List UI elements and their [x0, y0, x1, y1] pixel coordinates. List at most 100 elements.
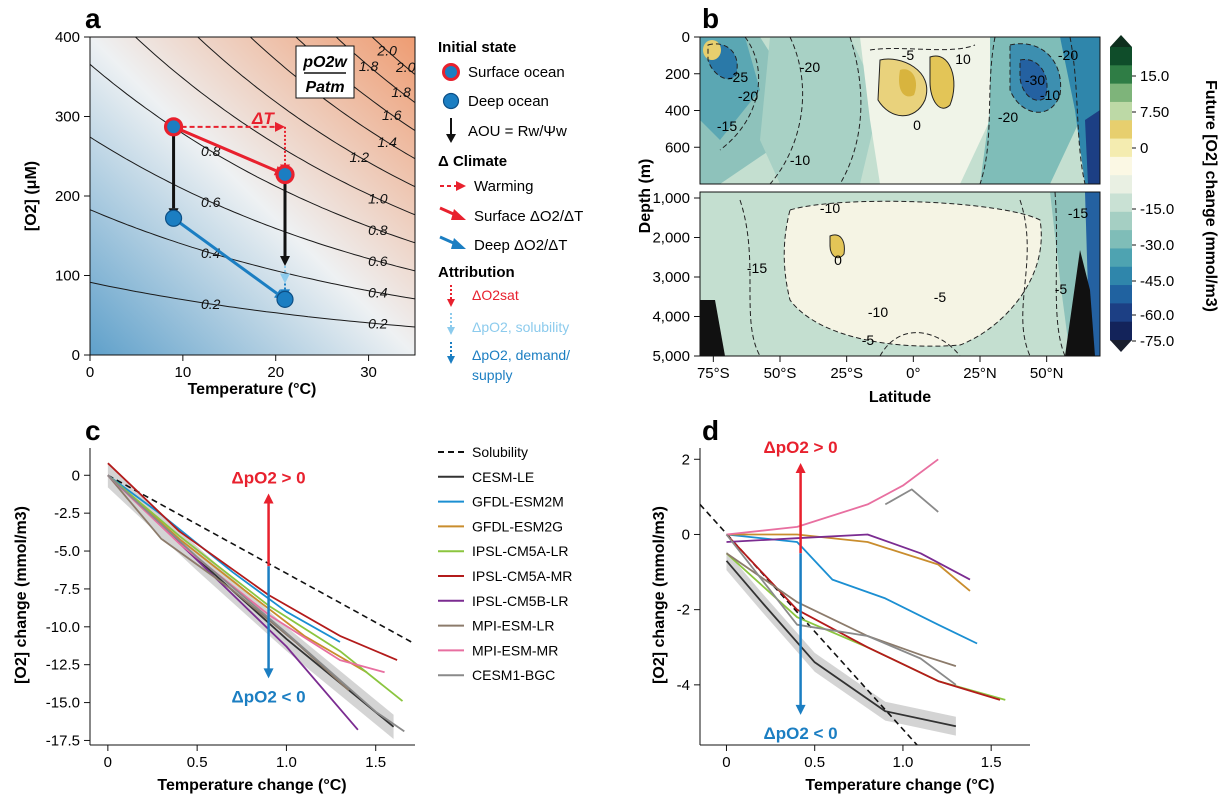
colorbar-swatch-3 [1110, 101, 1132, 121]
panel-c-label: c [85, 415, 101, 446]
panel-c-ytick-label-7: -17.5 [46, 732, 80, 749]
legend-label-gfdl-esm2m: GFDL-ESM2M [472, 494, 564, 510]
colorbar-swatch-6 [1110, 156, 1132, 176]
legend-label-mpi-esm-mr: MPI-ESM-MR [472, 642, 558, 658]
panel-c-ytick-label-6: -15.0 [46, 695, 80, 712]
panel-a-contours [90, 37, 415, 328]
contour-line-6 [249, 37, 415, 160]
colorbar-tick-label-2: 0 [1140, 140, 1148, 157]
colorbar-bottom-cap [1110, 340, 1132, 352]
panel-a-ytick-label-0: 0 [72, 347, 80, 364]
contour-label-left-3: 0.8 [201, 143, 221, 159]
contour-label-right-0: 0.2 [368, 316, 388, 332]
panel-c-xlabel: Temperature change (°C) [157, 777, 346, 794]
panel-c-xtick-label-3: 1.5 [365, 754, 386, 771]
panel-c-series-mpi-esm-lr [107, 474, 350, 692]
panel-b-colorbar: 15.0 7.50 0 -15.0 -30.0 -45.0 -60.0 -75.0 [1110, 35, 1174, 352]
panel-c-series-solubility [107, 474, 412, 643]
panel-d-series-cesm1-bgc-2 [884, 488, 939, 513]
colorbar-swatch-7 [1110, 175, 1132, 194]
contour-label-left-8: 1.8 [359, 58, 379, 74]
panel-c-arrows: ΔpO2 > 0 ΔpO2 < 0 [232, 468, 306, 706]
panel-b-upper-contour-label-6: 0 [913, 117, 921, 133]
arrow-head-aou-warm [280, 255, 290, 266]
panel-a-xtick-label-3: 30 [360, 364, 377, 381]
panel-a-legend: Initial state Surface ocean Deep ocean A… [438, 39, 583, 383]
contour-line-1 [90, 209, 415, 300]
legend-deep-label: Deep ocean [468, 93, 549, 110]
panel-c-ytick-label-4: -10.0 [46, 619, 80, 636]
panel-a-background [90, 37, 415, 355]
colorbar-swatch-9 [1110, 211, 1132, 231]
panel-b-lower-field [700, 192, 1100, 356]
panel-b-upper-contour-label-10: -30 [1025, 72, 1045, 88]
legend-demand-arrow [447, 356, 455, 364]
colorbar-swatch-8 [1110, 193, 1132, 213]
panel-c-xtick-label-0: 0 [104, 754, 112, 771]
panel-b-upper-contour-label-2: -20 [738, 88, 758, 104]
colorbar-swatch-12 [1110, 266, 1132, 286]
panel-c-arrow-up-label: ΔpO2 > 0 [232, 468, 306, 487]
panel-b-upper-contour-label-5: -5 [902, 47, 915, 63]
panel-c-xtick-label-2: 1.0 [276, 754, 297, 771]
panel-b-upper-contour-label-1: -20 [800, 59, 820, 75]
arrow-head-warming [275, 121, 285, 132]
colorbar-swatch-13 [1110, 285, 1132, 304]
panel-c-series-cesm1-bgc [107, 474, 405, 733]
legend-label-mpi-esm-lr: MPI-ESM-LR [472, 618, 554, 634]
point-surface-warm [275, 164, 295, 185]
ratio-numerator: pO2w [302, 54, 348, 71]
panel-d-arrows: ΔpO2 > 0 ΔpO2 < 0 [764, 438, 838, 743]
panel-b-lower-contour-label-2: 0 [834, 252, 842, 268]
colorbar-swatch-10 [1110, 230, 1132, 249]
legend-warming-label: Warming [474, 178, 533, 195]
panel-b-upper-contour-label-7: 10 [955, 51, 971, 67]
panel-c-legend: Solubility CESM-LE GFDL-ESM2M GFDL-ESM2G IPS… [438, 444, 572, 683]
panel-c-ytick-label-5: -12.5 [46, 657, 80, 674]
panel-c-series-ipsl-cm5a-mr [107, 462, 398, 661]
panel-b-lower-ytick-label-3: 4,000 [652, 309, 690, 326]
panel-b-upper-field [700, 37, 1100, 184]
panel-b-xtick-label-3: 0° [906, 365, 920, 382]
contour-line-3 [90, 63, 415, 244]
panel-d-arrow-up-head [795, 463, 806, 474]
panel-b-lower-ytick-label-1: 2,000 [652, 230, 690, 247]
colorbar-swatch-14 [1110, 303, 1132, 323]
panel-d-arrow-down-label: ΔpO2 < 0 [764, 724, 838, 743]
panel-b-lower-contour-label-7: -5 [862, 332, 875, 348]
colorbar-tick-label-5: -45.0 [1140, 273, 1174, 290]
panel-a-xlabel: Temperature (°C) [188, 381, 317, 398]
panel-d-xtick-label-0: 0 [722, 754, 730, 771]
point-surface-initial [163, 117, 184, 137]
panel-c-arrow-down-label: ΔpO2 < 0 [232, 687, 306, 706]
contour-label-left-0: 0.2 [201, 296, 221, 312]
contour-line-0 [90, 281, 415, 328]
panel-a-ratio-inset: pO2w Patm [295, 45, 355, 99]
panel-b-upper-contour-label-9: -10 [1040, 87, 1060, 103]
panel-b-upper-contour-label-4: -10 [790, 152, 810, 168]
ratio-denominator: Patm [305, 79, 344, 96]
colorbar-tick-label-7: -75.0 [1140, 333, 1174, 350]
panel-d-uncertainty-band [726, 551, 956, 736]
arrow-head-attr-solubility [280, 273, 290, 284]
panel-d-series-cesm1-bgc [725, 533, 957, 686]
contour-label-right-8: 1.8 [391, 84, 411, 100]
legend-warming-arrow [456, 181, 466, 191]
colorbar-tick-label-3: -15.0 [1140, 201, 1174, 218]
contour-line-2 [90, 136, 415, 272]
colorbar-tick-label-0: 15.0 [1140, 68, 1169, 85]
legend-label-ipsl-cm5a-lr: IPSL-CM5A-LR [472, 543, 568, 559]
panel-d-series-cesm-le [725, 560, 957, 728]
panel-b-lower-ytick-label-4: 5,000 [652, 348, 690, 365]
panel-a-xtick-label-0: 0 [86, 364, 94, 381]
panel-b-upper-ytick-label-1: 200 [665, 66, 690, 83]
contour-line-8 [335, 37, 415, 103]
contour-label-right-1: 0.4 [368, 284, 388, 300]
panel-c-axes: 0 0.5 1.0 1.5 0 -2.5 -5.0 -7.5 -10.0 -12.5 -15.0 -1… [46, 448, 415, 771]
legend-solubility-arrow [447, 327, 455, 335]
panel-b-axes: 75°S 50°S 25°S 0° 25°N 50°N 0 200 400 600 1,000 2,0… [652, 29, 1063, 382]
panel-b-lower-contour-label-5: -10 [868, 304, 888, 320]
panel-a: a 0.2 0.2 0.4 0.4 0.6 0.6 0.8 0.8 1.0 1.2 1.4 1.6 1.… [23, 3, 416, 398]
legend-surface-ratio-arrow [451, 209, 466, 220]
